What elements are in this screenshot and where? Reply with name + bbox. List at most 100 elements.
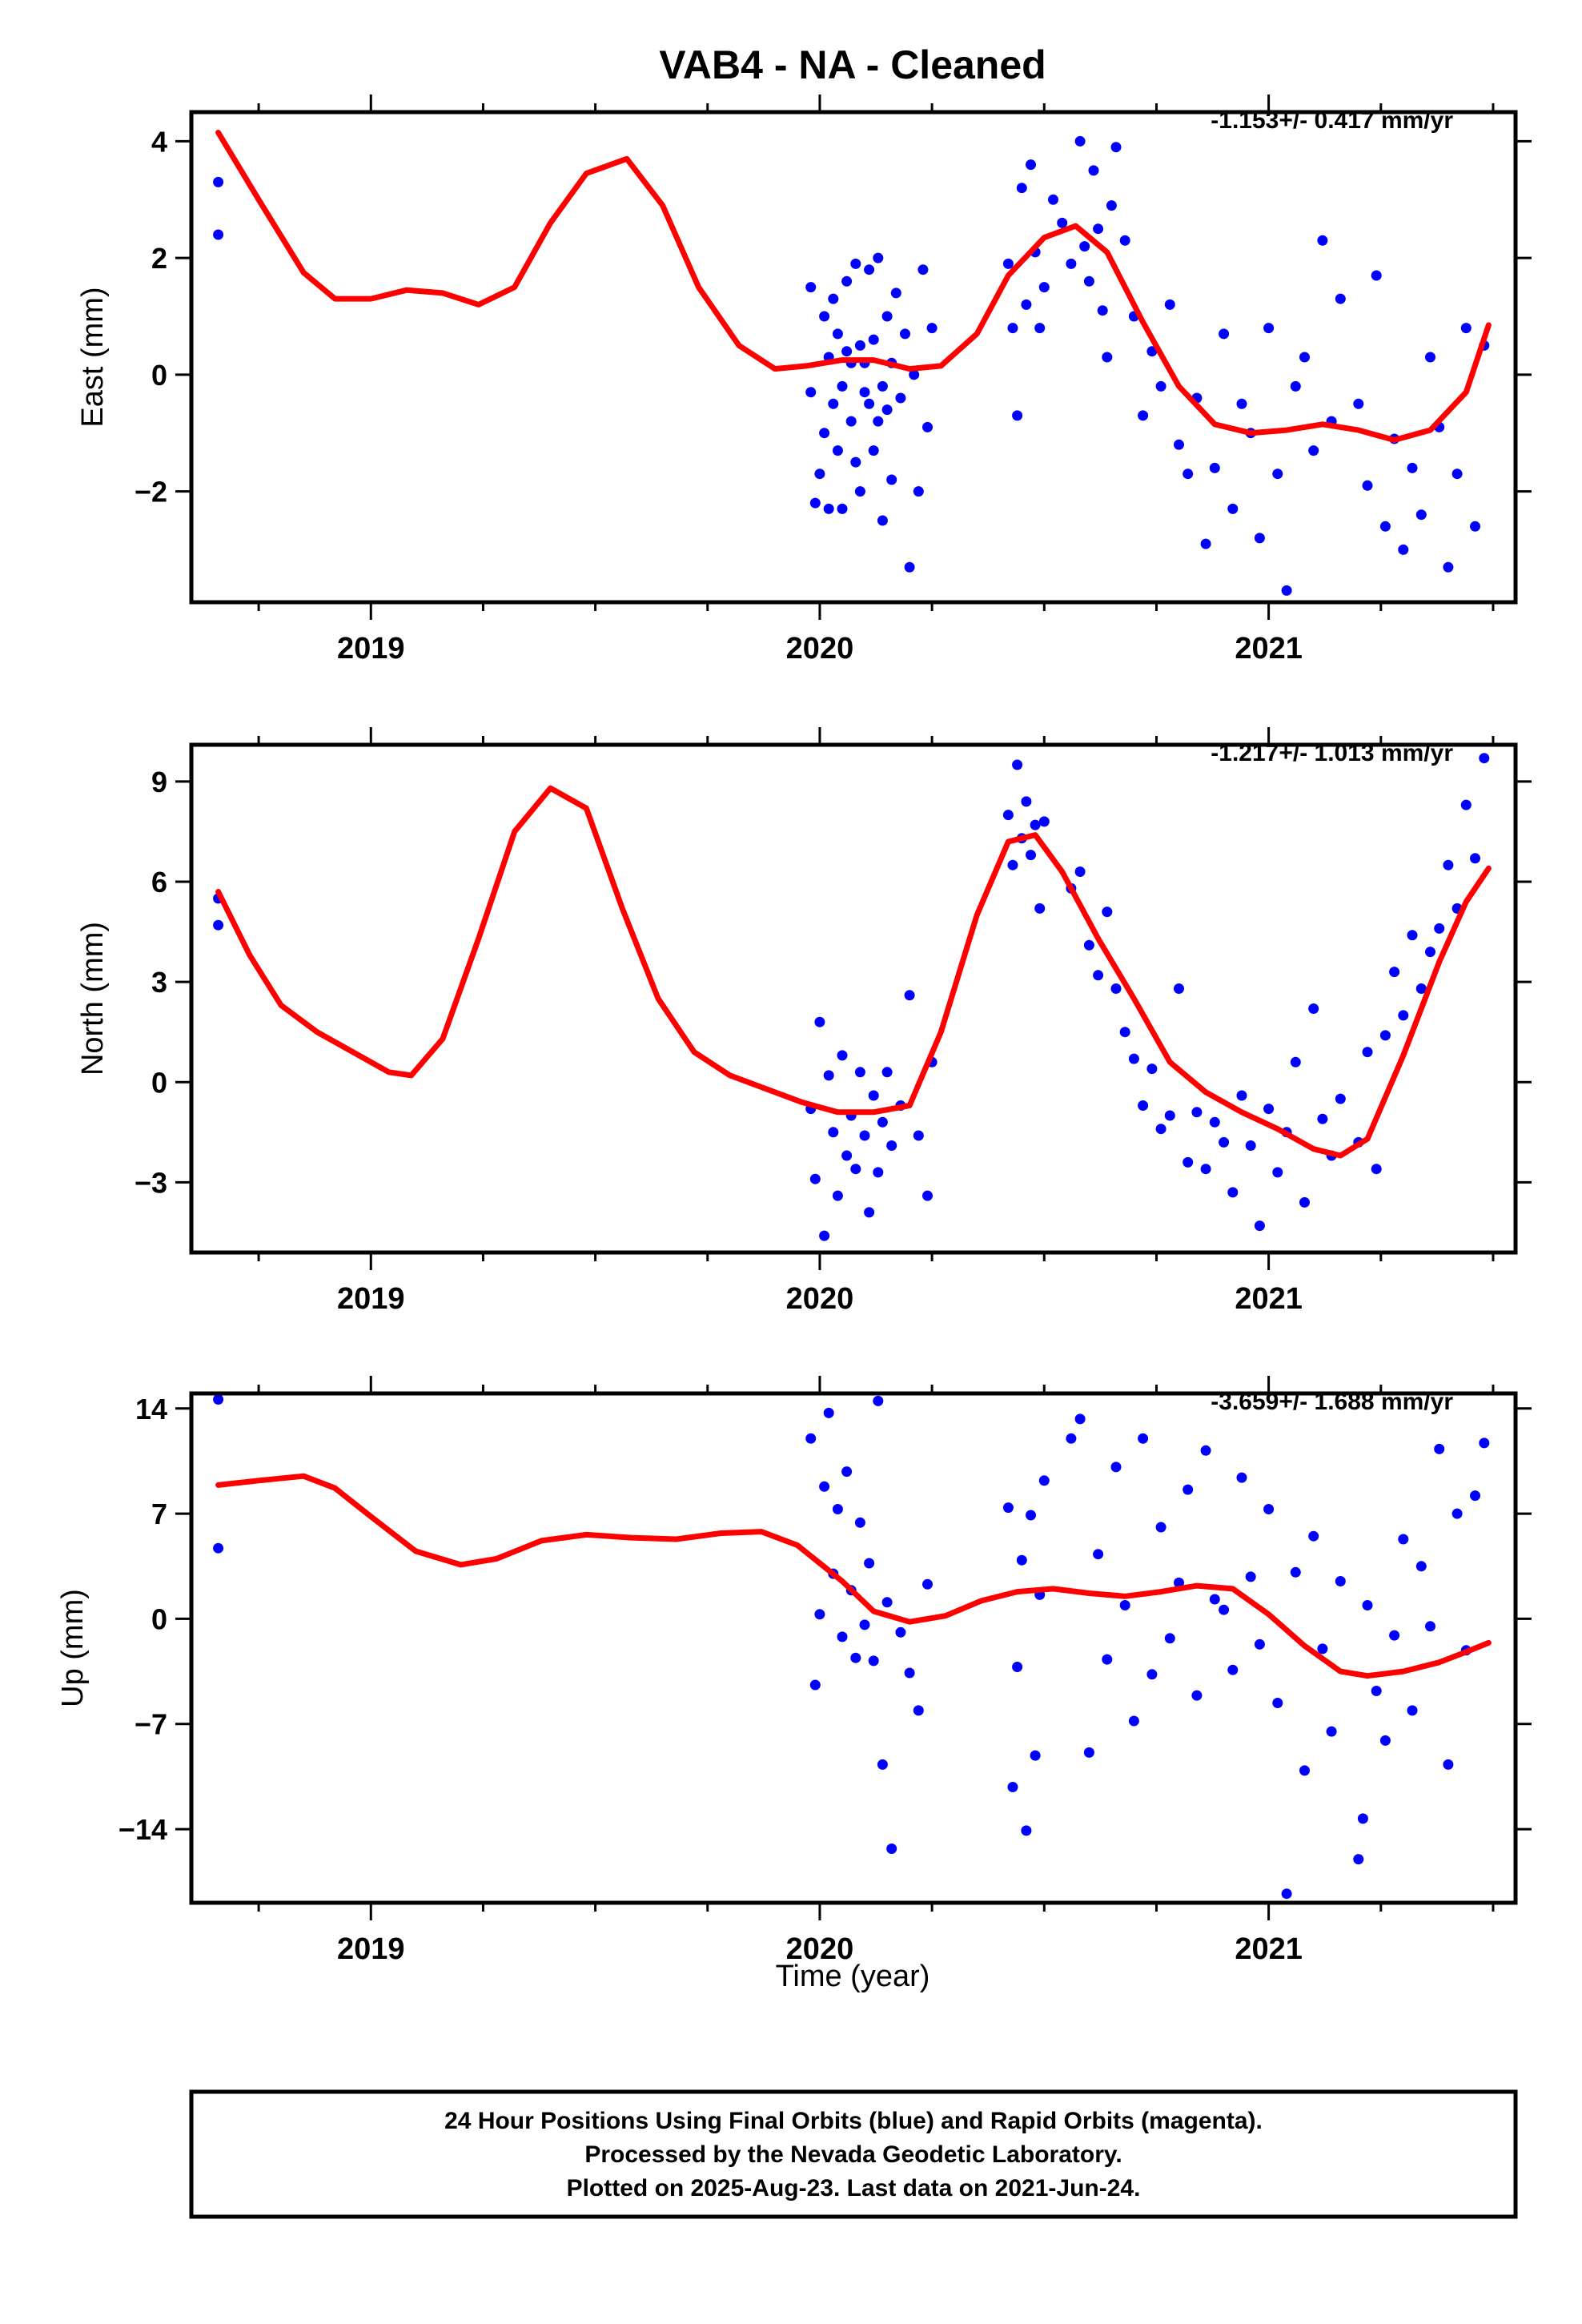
data-point	[1182, 1156, 1194, 1168]
data-point	[1219, 328, 1230, 340]
data-point	[1209, 1594, 1220, 1605]
data-point	[881, 404, 893, 416]
data-point	[854, 1517, 865, 1528]
data-point	[1119, 1027, 1130, 1038]
data-point	[845, 416, 857, 427]
y-axis-title: East (mm)	[76, 287, 110, 427]
data-point	[1479, 753, 1490, 764]
data-point	[1227, 1664, 1239, 1675]
data-point	[1443, 1759, 1454, 1770]
rate-label: -1.217+/- 1.013 mm/yr	[1211, 740, 1453, 766]
data-point	[832, 1504, 843, 1514]
data-point	[1335, 293, 1346, 304]
data-point	[819, 428, 830, 439]
data-point	[1119, 235, 1130, 246]
y-tick-label: −3	[135, 1166, 167, 1199]
y-tick-label: 0	[151, 1066, 167, 1099]
data-point	[868, 1090, 879, 1101]
data-point	[1425, 947, 1435, 958]
data-point	[1263, 1104, 1275, 1115]
data-point	[859, 1619, 870, 1630]
data-point	[1290, 380, 1301, 392]
rate-label: -1.153+/- 0.417 mm/yr	[1211, 107, 1453, 134]
data-point	[1272, 468, 1283, 480]
y-axis-title: Up (mm)	[56, 1589, 90, 1707]
data-point	[1021, 1825, 1032, 1836]
data-point	[1164, 299, 1175, 310]
x-tick-label: 2021	[1235, 632, 1303, 665]
data-point	[1227, 503, 1239, 514]
plot-frame	[189, 742, 1518, 1255]
x-tick-label: 2019	[337, 1282, 405, 1316]
data-point	[1398, 1534, 1409, 1545]
data-point	[886, 1844, 897, 1854]
data-point	[1002, 810, 1014, 821]
data-point	[854, 340, 865, 351]
data-point	[841, 1150, 853, 1161]
y-tick-label: −7	[135, 1708, 167, 1741]
data-point	[1138, 1100, 1149, 1111]
data-point	[1093, 223, 1104, 235]
data-point	[1138, 410, 1149, 421]
data-point	[1236, 1090, 1247, 1101]
data-point	[886, 474, 897, 485]
data-point	[864, 398, 875, 409]
data-points	[213, 753, 1490, 1241]
data-point	[850, 456, 861, 468]
data-point	[1326, 1726, 1337, 1737]
data-point	[841, 275, 853, 287]
data-point	[877, 515, 888, 526]
data-point	[1012, 410, 1023, 421]
data-point	[904, 990, 915, 1001]
data-point	[1308, 1003, 1319, 1014]
data-point	[1254, 533, 1265, 544]
y-axis-title: North (mm)	[76, 922, 110, 1076]
data-point	[1083, 1747, 1094, 1758]
footer-line-2: Processed by the Nevada Geodetic Laborat…	[584, 2141, 1122, 2168]
data-point	[1227, 1187, 1239, 1198]
data-point	[854, 1067, 865, 1078]
data-point	[1174, 439, 1184, 450]
y-tick-label: 3	[151, 966, 167, 999]
footer-line-3: Plotted on 2025-Aug-23. Last data on 202…	[567, 2175, 1141, 2201]
data-point	[850, 1164, 861, 1175]
y-tick-label: 7	[151, 1498, 167, 1530]
data-point	[1299, 1196, 1310, 1208]
data-point	[1102, 352, 1113, 363]
data-point	[868, 1655, 879, 1667]
data-point	[213, 1394, 224, 1405]
data-point	[1074, 1413, 1086, 1425]
data-point	[1110, 983, 1122, 994]
data-point	[1083, 939, 1094, 951]
data-point	[1371, 1164, 1382, 1175]
data-point	[1281, 585, 1292, 596]
data-point	[868, 334, 879, 345]
data-point	[1074, 866, 1086, 877]
data-point	[1263, 1504, 1275, 1514]
data-point	[1362, 1600, 1373, 1610]
y-tick-label: 14	[135, 1393, 167, 1425]
data-point	[1209, 1116, 1220, 1128]
data-point	[922, 1190, 933, 1201]
data-point	[1281, 1888, 1292, 1900]
north-panel: 2019 2020 2021 −3 0 3 6 9 North (mm) -1.217+/- 1.…	[76, 727, 1532, 1316]
data-point	[873, 1167, 884, 1178]
data-point	[1038, 1475, 1050, 1486]
data-point	[1146, 346, 1158, 357]
data-point	[1191, 1690, 1203, 1701]
data-point	[1182, 1484, 1194, 1495]
y-tick-label: 0	[151, 1602, 167, 1635]
data-point	[1030, 819, 1041, 830]
data-point	[1088, 165, 1099, 176]
data-point	[814, 468, 825, 480]
data-point	[850, 1652, 861, 1663]
data-point	[213, 229, 224, 240]
x-tick-label: 2020	[786, 632, 854, 665]
data-point	[904, 1667, 915, 1679]
data-point	[1407, 462, 1418, 473]
data-point	[1093, 1549, 1104, 1560]
data-point	[1155, 1124, 1166, 1135]
data-point	[819, 311, 830, 322]
data-point	[1415, 1561, 1427, 1572]
